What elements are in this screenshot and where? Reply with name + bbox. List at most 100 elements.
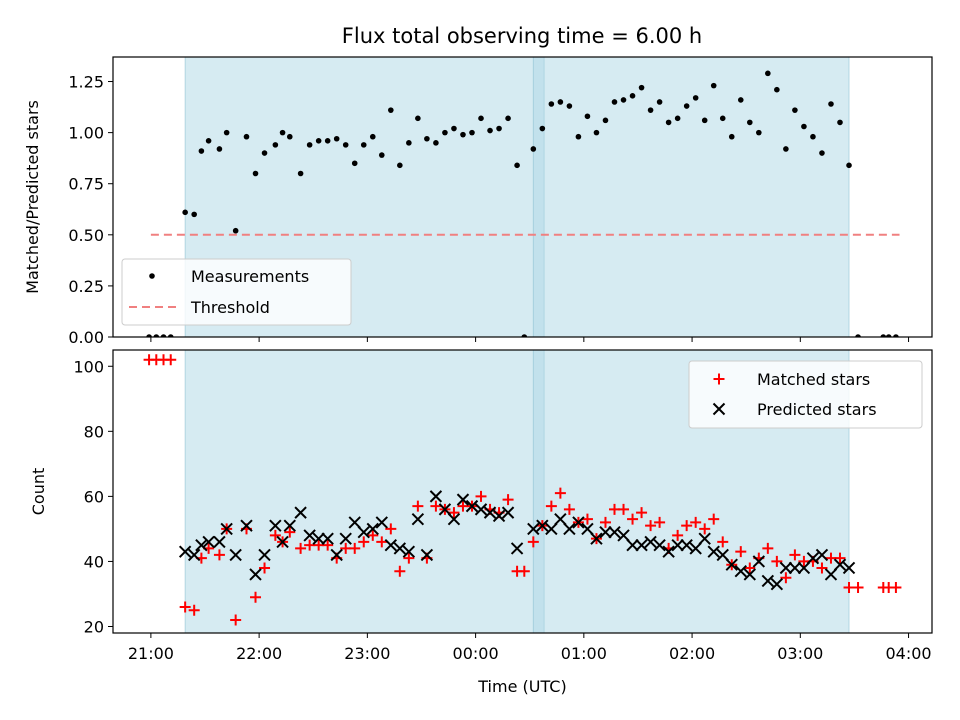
legend: Matched stars Predicted stars xyxy=(688,360,923,429)
measurement-point xyxy=(223,129,230,136)
matched-star-point xyxy=(213,549,225,561)
measurement-point xyxy=(351,160,358,167)
y-axis-title: Matched/Predicted stars xyxy=(23,100,42,294)
measurement-point xyxy=(333,135,340,142)
matched-star-point xyxy=(518,565,530,577)
predicted-star-point xyxy=(779,561,793,575)
axes-frame xyxy=(112,56,933,338)
predicted-star-point xyxy=(842,561,856,575)
predicted-star-point xyxy=(483,506,497,519)
predicted-star-point xyxy=(590,532,603,545)
predicted-star-point xyxy=(348,516,361,529)
matched-star-point xyxy=(269,529,281,541)
predicted-star-point xyxy=(187,548,201,562)
predicted-star-point xyxy=(806,551,820,565)
matched-star-point xyxy=(188,604,200,616)
matched-star-point xyxy=(681,520,693,532)
matched-star-point xyxy=(403,552,415,564)
chart-title: Flux total observing time = 6.00 h xyxy=(342,24,702,48)
panel-1: 0.00 0.25 0.50 0.75 1.00 1.25 Matched/Predicte… xyxy=(23,56,933,347)
predicted-star-point xyxy=(375,516,388,529)
x-tick-label: 04:00 xyxy=(885,644,931,663)
matched-star-point xyxy=(744,562,756,574)
series-matched-stars xyxy=(143,354,902,626)
matched-star-point xyxy=(834,552,846,564)
predicted-star-point xyxy=(527,522,540,536)
predicted-star-point xyxy=(797,561,811,575)
measurement-point xyxy=(205,137,212,144)
predicted-star-point xyxy=(366,522,379,536)
matched-star-point xyxy=(475,490,487,502)
matched-star-point xyxy=(349,542,361,554)
measurement-point xyxy=(710,82,717,89)
observing-interval xyxy=(532,57,850,337)
measurement-point xyxy=(279,129,286,136)
predicted-star-point xyxy=(554,512,567,526)
matched-star-point xyxy=(527,536,539,548)
predicted-star-point xyxy=(617,529,630,542)
measurement-point xyxy=(521,334,528,337)
matched-star-point xyxy=(645,520,657,532)
matched-star-point xyxy=(563,503,575,515)
matched-star-point xyxy=(581,513,593,525)
y-tick-label: 1.00 xyxy=(68,124,104,143)
measurement-point xyxy=(397,162,403,169)
predicted-star-point xyxy=(393,542,407,555)
measurement-point xyxy=(855,334,861,337)
measurement-point xyxy=(656,99,663,105)
predicted-star-point xyxy=(608,525,621,539)
measurement-point xyxy=(638,84,645,91)
y-axis-title: Count xyxy=(29,468,48,516)
measurement-point xyxy=(765,70,771,77)
measurement-point xyxy=(539,125,546,132)
measurement-point xyxy=(478,115,484,122)
measurement-point xyxy=(297,170,304,177)
measurement-point xyxy=(378,152,385,158)
legend: Measurements Threshold xyxy=(121,258,352,326)
measurement-point xyxy=(801,123,807,130)
predicted-star-point xyxy=(743,568,757,581)
legend-box xyxy=(688,360,923,429)
measurement-point xyxy=(701,117,708,124)
predicted-star-point xyxy=(202,535,215,549)
measurement-point xyxy=(620,97,627,103)
measurement-point xyxy=(647,107,654,113)
predicted-star-point xyxy=(599,525,612,539)
measurement-point xyxy=(306,142,313,148)
predicted-star-point xyxy=(716,548,729,562)
measurement-point xyxy=(683,103,690,109)
x-axis-title: Time (UTC) xyxy=(477,677,566,696)
measurement-point xyxy=(792,107,798,113)
predicted-star-point xyxy=(572,516,585,529)
predicted-star-point xyxy=(420,548,434,562)
measurement-point xyxy=(487,127,493,134)
predicted-star-point xyxy=(707,545,720,558)
predicted-star-point xyxy=(240,519,253,532)
predicted-star-point xyxy=(770,577,784,591)
measurement-point xyxy=(286,133,293,140)
predicted-star-point xyxy=(339,532,352,545)
measurement-point xyxy=(692,95,699,101)
measurement-point xyxy=(216,146,223,152)
measurement-point xyxy=(406,140,412,146)
predicted-star-point xyxy=(734,564,747,578)
predicted-star-point xyxy=(510,542,524,555)
predicted-star-point xyxy=(680,538,693,552)
measurement-point xyxy=(514,162,520,169)
measurement-point xyxy=(324,137,331,144)
predicted-star-point xyxy=(220,522,233,536)
measurement-point xyxy=(191,211,197,218)
predicted-star-point xyxy=(465,499,479,513)
matched-star-point xyxy=(762,542,774,554)
measurement-point xyxy=(460,131,466,138)
measurement-point xyxy=(261,150,268,156)
predicted-star-point xyxy=(447,512,461,526)
predicted-star-point xyxy=(833,558,847,571)
measurement-point xyxy=(146,334,152,337)
axes-frame xyxy=(112,349,933,634)
measurement-point xyxy=(388,107,394,113)
matched-star-point xyxy=(367,529,379,541)
measurement-point xyxy=(232,227,239,234)
legend-label-predicted: Predicted stars xyxy=(757,400,877,419)
measurement-point xyxy=(611,99,618,105)
